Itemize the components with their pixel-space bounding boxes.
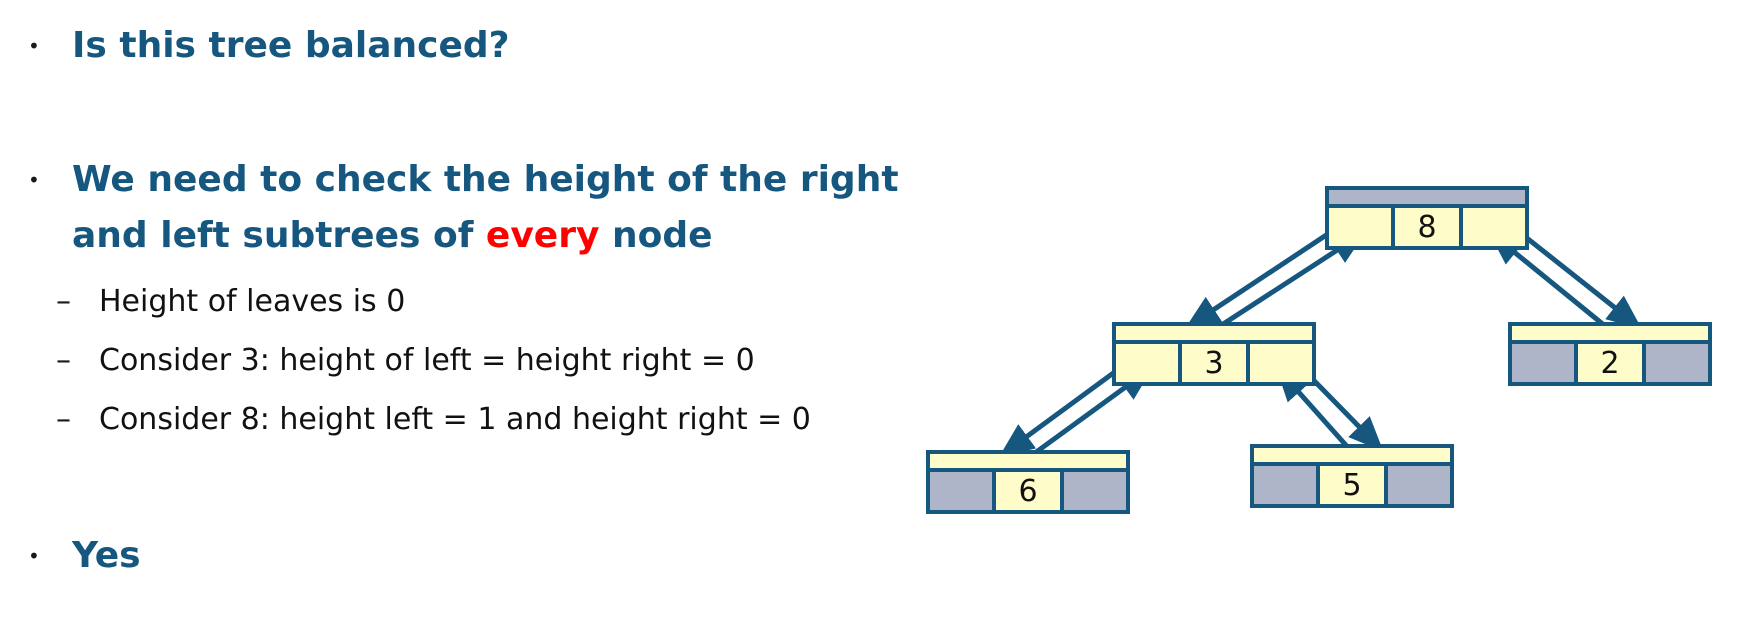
left-link-cell: [1325, 204, 1395, 250]
binary-tree-diagram: 8 3 2 6 5: [926, 186, 1712, 514]
sub-bullet-dash: –: [56, 402, 71, 437]
node-value-label: 2: [1600, 346, 1619, 381]
answer-heading: Yes: [72, 535, 141, 576]
bullet-dot: •: [28, 544, 40, 568]
tree-node-6: 6: [926, 450, 1130, 514]
bullet-dot: •: [28, 34, 40, 58]
sub-bullet-node-8: Consider 8: height left = 1 and height r…: [99, 402, 811, 437]
node-value-label: 8: [1417, 210, 1436, 245]
question-heading: Is this tree balanced?: [72, 25, 510, 66]
sub-bullet-node-3: Consider 3: height of left = height righ…: [99, 343, 755, 378]
sub-bullet-dash: –: [56, 343, 71, 378]
right-link-cell: [1642, 340, 1712, 386]
check-heights-line1: We need to check the height of the right: [72, 159, 899, 200]
tree-node-3: 3: [1112, 322, 1316, 386]
left-link-cell: [1250, 462, 1320, 508]
bullet-dot: •: [28, 168, 40, 192]
parent-link-cell: [1325, 186, 1529, 208]
emphasis-every: every: [485, 215, 600, 256]
check-heights-line2: and left subtrees of every node: [72, 208, 713, 264]
parent-link-cell: [1508, 322, 1712, 344]
sub-bullet-dash: –: [56, 284, 71, 319]
tree-node-2: 2: [1508, 322, 1712, 386]
left-link-cell: [1508, 340, 1578, 386]
tree-node-8: 8: [1325, 186, 1529, 250]
value-cell: [1178, 340, 1250, 386]
node-value-label: 6: [1018, 474, 1037, 509]
right-link-cell: [1384, 462, 1454, 508]
right-link-cell: [1060, 468, 1130, 514]
node-value-label: 3: [1204, 346, 1223, 381]
tree-node-5: 5: [1250, 444, 1454, 508]
right-link-cell: [1246, 340, 1316, 386]
left-link-cell: [926, 468, 996, 514]
value-cell: [1391, 204, 1463, 250]
node-value-label: 5: [1342, 468, 1361, 503]
left-link-cell: [1112, 340, 1182, 386]
parent-link-cell: [926, 450, 1130, 472]
tree-nodes: 8 3 2 6 5: [926, 186, 1712, 514]
right-link-cell: [1459, 204, 1529, 250]
parent-link-cell: [1250, 444, 1454, 466]
check-heights-line2-pre: and left subtrees of: [72, 215, 486, 256]
sub-bullet-leaves: Height of leaves is 0: [99, 284, 406, 319]
parent-link-cell: [1112, 322, 1316, 344]
check-heights-line2-post: node: [599, 215, 713, 256]
